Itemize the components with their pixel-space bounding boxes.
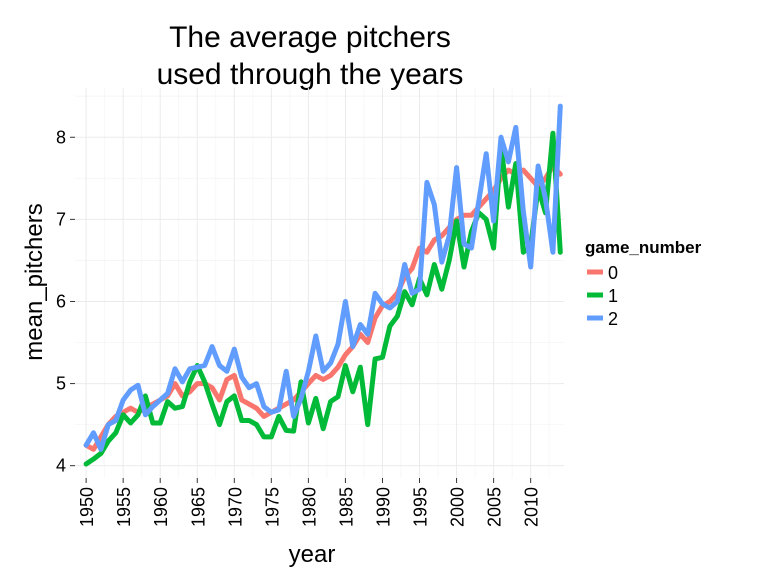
y-tick-label: 8 — [56, 127, 66, 147]
y-tick-label: 7 — [56, 209, 66, 229]
x-tick-label: 1990 — [373, 487, 393, 527]
x-tick-label: 1985 — [336, 487, 356, 527]
x-tick-label: 2010 — [522, 487, 542, 527]
y-axis: 4 5 6 7 8 — [56, 127, 75, 476]
legend-label-2: 2 — [608, 309, 618, 329]
x-tick-label: 1975 — [262, 487, 282, 527]
y-axis-title: mean_pitchers — [21, 203, 48, 360]
x-tick-label: 1955 — [114, 487, 134, 527]
x-tick-label: 1995 — [411, 487, 431, 527]
x-tick-label: 1980 — [299, 487, 319, 527]
x-tick-label: 1965 — [188, 487, 208, 527]
legend-label-0: 0 — [608, 263, 618, 283]
x-tick-label: 2000 — [448, 487, 468, 527]
series-line-0 — [83, 163, 563, 452]
y-tick-label: 5 — [56, 374, 66, 394]
legend: game_number 0 1 2 — [585, 238, 702, 329]
chart-title: The average pitchers used through the ye… — [157, 21, 464, 91]
x-tick-label: 1970 — [225, 487, 245, 527]
y-tick-label: 6 — [56, 291, 66, 311]
series-line-2 — [83, 103, 563, 452]
y-tick-label: 4 — [56, 456, 66, 476]
x-tick-label: 1950 — [77, 487, 97, 527]
x-tick-label: 2005 — [485, 487, 505, 527]
legend-title: game_number — [585, 238, 702, 257]
x-tick-label: 1960 — [151, 487, 171, 527]
series-line-1 — [83, 130, 563, 467]
chart-title-line-2: used through the years — [157, 58, 464, 91]
legend-label-1: 1 — [608, 286, 618, 306]
x-axis-title: year — [289, 541, 336, 568]
chart-title-line-1: The average pitchers — [169, 21, 451, 54]
x-axis: 1950 1955 1960 1965 1970 1975 1980 1985 1990 1995… — [77, 478, 542, 527]
plot-lines — [83, 103, 563, 467]
